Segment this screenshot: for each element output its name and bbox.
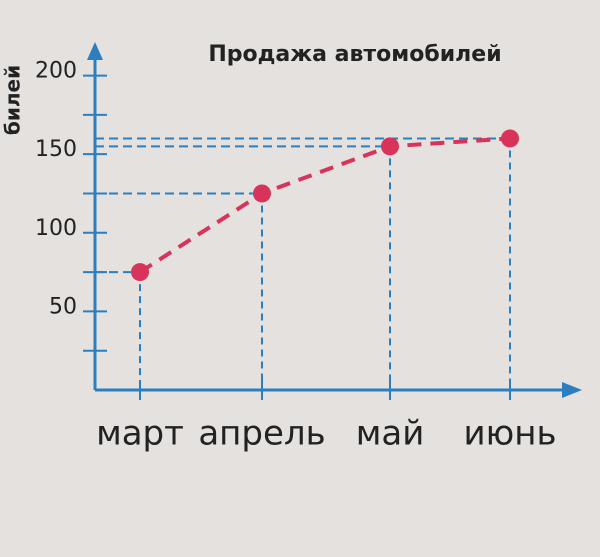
x-tick-label: июнь	[464, 414, 557, 454]
line	[138, 136, 511, 274]
x-tick-label: май	[356, 414, 425, 454]
point	[501, 129, 519, 148]
point	[253, 184, 271, 203]
y-axis-arrow	[87, 42, 103, 60]
chart-title: Продажа автомобилей	[208, 42, 501, 67]
x-tick-label: март	[96, 414, 184, 454]
x-axis-arrow	[562, 382, 582, 398]
y-tick-label: 150	[35, 137, 77, 162]
point	[381, 137, 399, 156]
y-axis-label: билей	[1, 65, 25, 135]
y-tick-label: 200	[35, 59, 77, 84]
point	[131, 263, 149, 282]
y-tick-label: 100	[35, 216, 77, 241]
y-tick-label: 50	[49, 294, 77, 319]
x-tick-label: апрель	[198, 414, 325, 454]
